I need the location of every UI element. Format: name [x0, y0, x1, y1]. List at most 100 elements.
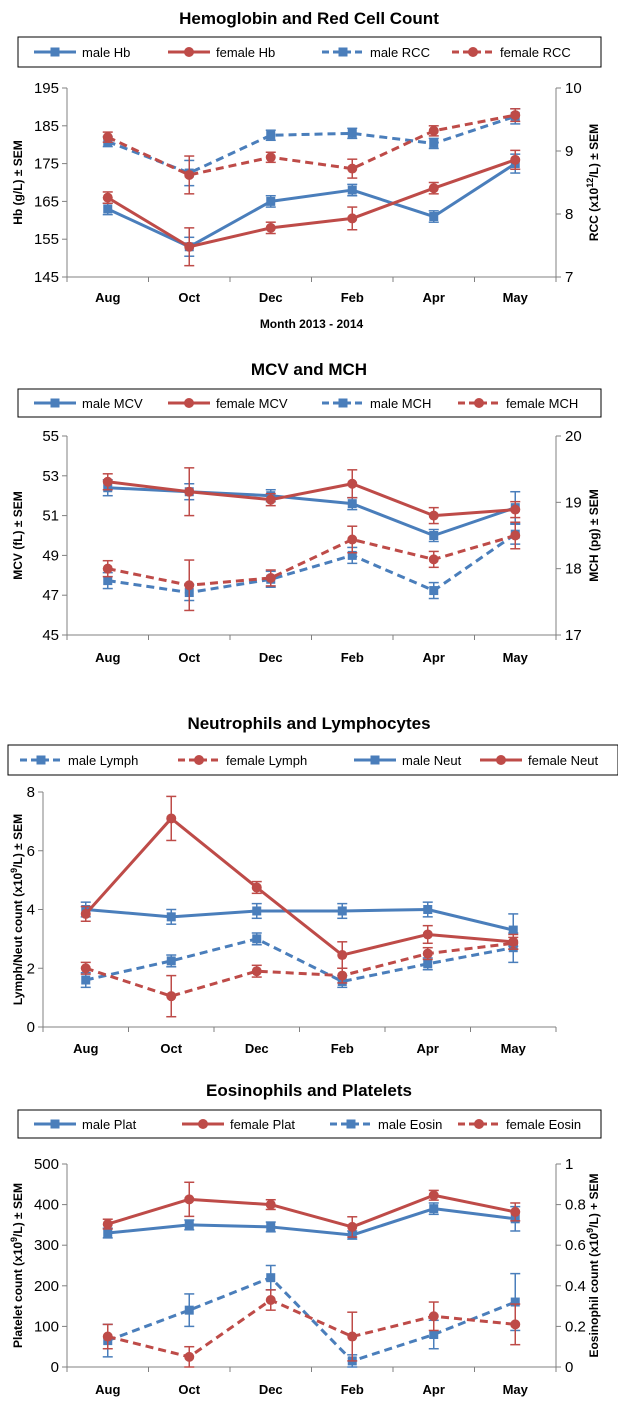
data-point	[166, 991, 177, 1002]
data-point	[428, 510, 439, 521]
x-tick-label: Apr	[423, 650, 445, 665]
data-point	[428, 554, 439, 565]
data-point	[428, 1190, 439, 1201]
data-point	[510, 530, 521, 541]
y2-tick-label: 1	[565, 1156, 573, 1173]
data-point	[510, 504, 521, 515]
y-axis-label-part: /L) ± SEM	[11, 814, 25, 868]
data-point	[266, 130, 276, 140]
legend-swatch-marker	[184, 47, 194, 57]
data-point	[347, 534, 358, 545]
data-point	[428, 183, 439, 194]
data-point	[166, 912, 176, 922]
series-line	[107, 1298, 516, 1359]
legend-label: male MCH	[370, 396, 431, 411]
y-axis-label-part: 9	[9, 868, 19, 873]
y2-tick-label: 9	[565, 143, 573, 160]
y-tick-label: 500	[34, 1156, 59, 1173]
data-point	[337, 906, 347, 916]
y-axis-label: Lymph/Neut count (x109/L) ± SEM	[9, 814, 25, 1005]
x-tick-label: Aug	[95, 290, 120, 305]
x-tick-label: Aug	[95, 1382, 120, 1397]
y2-tick-label: 18	[565, 561, 582, 578]
series-male-rcc	[102, 108, 521, 187]
y-tick-label: 0	[27, 1019, 35, 1036]
series-female-hb	[102, 149, 521, 267]
data-point	[102, 563, 113, 574]
y-axis-label-part: Platelet count (x10	[11, 1242, 25, 1348]
legend-swatch-marker	[370, 755, 380, 765]
x-tick-label: May	[503, 650, 529, 665]
data-point	[347, 213, 358, 224]
data-point	[510, 1319, 521, 1330]
legend-label: female RCC	[500, 45, 571, 60]
series-male-mch	[102, 523, 521, 602]
series-line	[107, 162, 517, 249]
data-point	[266, 1222, 276, 1232]
y-axis-label-part: /L) ± SEM	[11, 1183, 25, 1237]
y2-axis-label-part: /L) ± SEM	[587, 124, 601, 178]
y2-axis-label-part: /L) + SEM	[587, 1173, 601, 1227]
legend-swatch-marker	[198, 1119, 208, 1129]
y-tick-label: 175	[34, 156, 59, 173]
chart-title: Neutrophils and Lymphocytes	[187, 714, 430, 733]
y-tick-label: 185	[34, 118, 59, 135]
y2-axis-label: RCC (x1012/L) ± SEM	[585, 124, 601, 241]
data-point	[166, 956, 176, 966]
series-line	[85, 937, 514, 983]
x-tick-label: Dec	[245, 1041, 269, 1056]
legend-label: male Eosin	[378, 1117, 442, 1132]
y-tick-label: 45	[42, 627, 59, 644]
y-axis-label: Platelet count (x109/L) ± SEM	[9, 1183, 25, 1348]
series-male-neut	[80, 901, 519, 947]
legend-box	[17, 1109, 602, 1139]
y2-tick-label: 0.2	[565, 1318, 586, 1335]
data-point	[347, 550, 357, 560]
legend-swatch-marker	[194, 755, 204, 765]
data-point	[184, 1351, 195, 1362]
data-point	[184, 169, 195, 180]
legend-swatch-marker	[474, 1119, 484, 1129]
data-point	[103, 204, 113, 214]
data-point	[251, 966, 262, 977]
data-point	[252, 934, 262, 944]
y-tick-label: 51	[42, 508, 59, 525]
x-tick-label: Dec	[259, 650, 283, 665]
data-point	[251, 882, 262, 893]
y-tick-label: 4	[27, 902, 35, 919]
data-point	[429, 138, 439, 148]
legend-swatch-marker	[346, 1119, 356, 1129]
legend-label: female MCV	[216, 396, 288, 411]
x-tick-label: Apr	[423, 1382, 445, 1397]
x-tick-label: May	[501, 1041, 527, 1056]
series-line	[107, 1193, 516, 1229]
chart-title: Eosinophils and Platelets	[206, 1081, 412, 1100]
series-female-rcc	[102, 108, 521, 195]
legend-swatch-marker	[50, 47, 60, 57]
legend-label: female Eosin	[506, 1117, 581, 1132]
series-line	[85, 941, 514, 998]
legend-swatch-marker	[338, 47, 348, 57]
legend-label: female Plat	[230, 1117, 295, 1132]
x-tick-label: Oct	[178, 1382, 200, 1397]
legend-label: male Neut	[402, 753, 462, 768]
x-tick-label: Feb	[341, 1382, 364, 1397]
x-tick-label: Oct	[160, 1041, 182, 1056]
x-tick-label: Apr	[417, 1041, 439, 1056]
y-tick-label: 200	[34, 1278, 59, 1295]
y2-tick-label: 0.6	[565, 1237, 586, 1254]
legend-label: male Plat	[82, 1117, 137, 1132]
y-tick-label: 2	[27, 960, 35, 977]
series-female-eosin	[102, 1289, 521, 1368]
series-line	[106, 158, 516, 249]
chart-title: Hemoglobin and Red Cell Count	[179, 9, 439, 28]
series-line	[107, 114, 516, 175]
y2-tick-label: 0	[565, 1359, 573, 1376]
y-tick-label: 195	[34, 80, 59, 97]
data-point	[337, 950, 348, 961]
data-point	[347, 1331, 358, 1342]
y-axis-label-part: Hb (g/L) ± SEM	[11, 140, 25, 225]
series-line	[107, 486, 516, 537]
x-tick-label: Dec	[259, 1382, 283, 1397]
